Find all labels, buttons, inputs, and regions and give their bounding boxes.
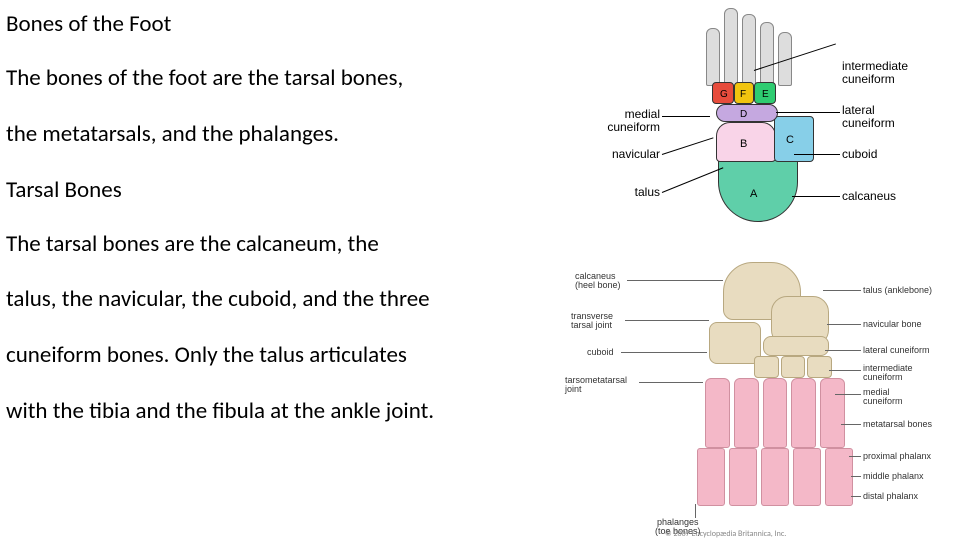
letter-g: G bbox=[720, 89, 728, 100]
page-title: Bones of the Foot bbox=[6, 10, 556, 40]
leader2-middle-phalanx bbox=[851, 476, 861, 477]
label2-metatarsal: metatarsal bones bbox=[863, 420, 932, 429]
phalanges-hint bbox=[706, 2, 810, 86]
label2-tarsometatarsal: tarsometatarsal joint bbox=[565, 376, 627, 395]
leader2-medial-cuneiform bbox=[835, 394, 861, 395]
leader2-transverse bbox=[625, 320, 709, 321]
tarsal-color-diagram: A B C D G F E medial cuneiform intermedi… bbox=[560, 0, 960, 250]
leader2-proximal-phalanx bbox=[849, 456, 861, 457]
copyright-text: © 2007 Encyclopædia Britannica, Inc. bbox=[665, 529, 786, 539]
paragraph-2: the metatarsals, and the phalanges. bbox=[6, 120, 556, 150]
leader2-talus bbox=[823, 290, 861, 291]
label-calcaneus: calcaneus bbox=[842, 190, 896, 203]
label2-talus: talus (anklebone) bbox=[863, 286, 932, 295]
label2-cuboid: cuboid bbox=[587, 348, 614, 357]
label2-proximal-phalanx: proximal phalanx bbox=[863, 452, 931, 461]
leader2-phalanges bbox=[695, 504, 696, 518]
leader2-lateral-cuneiform bbox=[825, 350, 861, 351]
paragraph-6: with the tibia and the fibula at the ank… bbox=[6, 397, 556, 427]
letter-e: E bbox=[762, 89, 769, 100]
paragraph-5: cuneiform bones. Only the talus articula… bbox=[6, 341, 556, 371]
label2-distal-phalanx: distal phalanx bbox=[863, 492, 918, 501]
metatarsals-2 bbox=[705, 378, 845, 448]
label2-middle-phalanx: middle phalanx bbox=[863, 472, 924, 481]
section-title-tarsal: Tarsal Bones bbox=[6, 176, 556, 206]
label2-navicular: navicular bone bbox=[863, 320, 922, 329]
letter-d: D bbox=[740, 109, 747, 120]
label-medial-cuneiform: medial cuneiform bbox=[574, 108, 660, 133]
label-talus: talus bbox=[626, 186, 660, 199]
navicular-2 bbox=[763, 336, 829, 356]
letter-a: A bbox=[750, 188, 757, 200]
leader2-tarsometatarsal bbox=[639, 382, 703, 383]
paragraph-3: The tarsal bones are the calcaneum, the bbox=[6, 230, 556, 260]
leader2-distal-phalanx bbox=[851, 496, 861, 497]
letter-f: F bbox=[740, 89, 746, 100]
leader2-metatarsal bbox=[841, 424, 861, 425]
leader-lateral-cuneiform bbox=[776, 112, 840, 113]
leader2-navicular bbox=[827, 324, 861, 325]
paragraph-4: talus, the navicular, the cuboid, and th… bbox=[6, 285, 556, 315]
label-lateral-cuneiform: lateral cuneiform bbox=[842, 104, 895, 129]
text-column: Bones of the Foot The bones of the foot … bbox=[6, 10, 556, 453]
label2-calcaneus: calcaneus (heel bone) bbox=[575, 272, 621, 291]
dorsal-foot-diagram: calcaneus (heel bone) transverse tarsal … bbox=[565, 256, 960, 538]
cuneiforms-2 bbox=[753, 356, 833, 378]
calcaneus-shape bbox=[718, 152, 798, 222]
phalanges-2 bbox=[697, 448, 853, 506]
paragraph-1: The bones of the foot are the tarsal bon… bbox=[6, 64, 556, 94]
foot-dorsal bbox=[663, 262, 863, 512]
leader-medial-cuneiform bbox=[662, 116, 710, 117]
label-cuboid: cuboid bbox=[842, 148, 877, 161]
leader-calcaneus bbox=[792, 196, 840, 197]
label2-lateral-cuneiform: lateral cuneiform bbox=[863, 346, 930, 355]
leader-cuboid bbox=[794, 154, 840, 155]
leader2-intermediate-cuneiform bbox=[829, 370, 861, 371]
label2-intermediate-cuneiform: intermediate cuneiform bbox=[863, 364, 913, 383]
leader2-cuboid bbox=[621, 352, 707, 353]
cuboid-shape bbox=[774, 116, 814, 162]
letter-c: C bbox=[786, 134, 794, 146]
label-navicular: navicular bbox=[602, 148, 660, 161]
label2-medial-cuneiform: medial cuneiform bbox=[863, 388, 903, 407]
label-intermediate-cuneiform: intermediate cuneiform bbox=[842, 60, 908, 85]
leader2-calcaneus bbox=[627, 280, 723, 281]
label2-transverse: transverse tarsal joint bbox=[571, 312, 613, 331]
letter-b: B bbox=[740, 138, 747, 150]
